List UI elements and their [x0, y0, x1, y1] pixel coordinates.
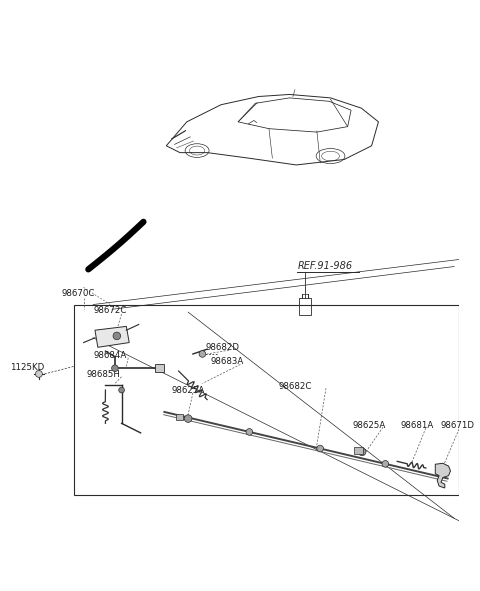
Circle shape [317, 445, 324, 452]
Bar [355, 447, 363, 454]
Bar [74, 304, 459, 495]
Text: REF.91-986: REF.91-986 [298, 261, 353, 271]
Bar [176, 414, 183, 420]
Bar [300, 298, 311, 315]
Polygon shape [95, 326, 129, 348]
Polygon shape [435, 463, 451, 488]
Circle shape [358, 448, 366, 456]
Circle shape [199, 350, 206, 358]
Text: 98684A: 98684A [93, 350, 126, 360]
Circle shape [36, 371, 42, 377]
Bar [155, 365, 164, 372]
Circle shape [113, 332, 120, 340]
Text: 98672C: 98672C [93, 306, 126, 315]
Circle shape [184, 415, 192, 423]
Text: 98682C: 98682C [278, 382, 312, 391]
Text: 98681A: 98681A [400, 421, 433, 430]
Text: 98682D: 98682D [205, 343, 239, 352]
Text: 98671D: 98671D [441, 421, 475, 430]
Text: 98625A: 98625A [172, 386, 205, 395]
Text: 98625A: 98625A [353, 421, 386, 430]
Text: 1125KD: 1125KD [11, 363, 45, 372]
Circle shape [112, 365, 118, 372]
Text: 98685H: 98685H [86, 370, 120, 379]
Circle shape [119, 387, 124, 393]
Text: 98683A: 98683A [210, 358, 243, 366]
Circle shape [246, 428, 252, 435]
Text: 98670C: 98670C [62, 289, 95, 298]
Circle shape [382, 460, 389, 467]
